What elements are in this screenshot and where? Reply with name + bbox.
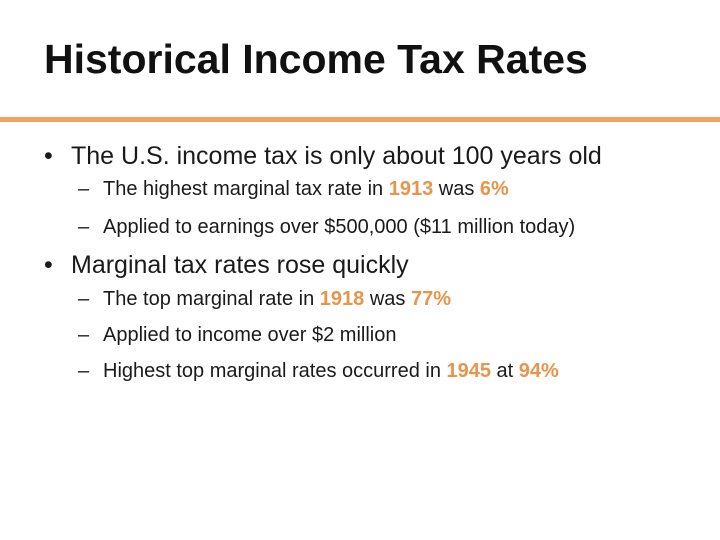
sub-bullet-item: – The highest marginal tax rate in 1913 w…: [78, 178, 509, 201]
sub-bullet-text: Applied to income over $2 million: [103, 324, 397, 346]
sub-bullet-item: – Applied to income over $2 million: [78, 324, 397, 347]
sub-bullet-text: The highest marginal tax rate in: [103, 178, 389, 200]
highlight-rate: 77%: [410, 288, 451, 310]
sub-bullet-item: – Highest top marginal rates occurred in …: [78, 360, 559, 383]
bullet-marker: •: [44, 142, 53, 170]
sub-bullet-text: The top marginal rate in: [103, 288, 320, 310]
sub-bullet-text: was: [433, 178, 480, 200]
bullet-text: The U.S. income tax is only about 100 ye…: [71, 142, 602, 170]
sub-bullet-text: was: [364, 288, 411, 310]
highlight-year: 1913: [388, 178, 434, 200]
highlight-year: 1945: [446, 360, 492, 382]
sub-bullet-marker: –: [78, 178, 90, 200]
title-divider: [0, 117, 720, 122]
sub-bullet-marker: –: [78, 216, 90, 238]
sub-bullet-text: at: [491, 360, 519, 382]
sub-bullet-marker: –: [78, 360, 90, 382]
sub-bullet-marker: –: [78, 288, 90, 310]
highlight-rate: 94%: [518, 360, 559, 382]
bullet-marker: •: [44, 251, 53, 279]
sub-bullet-item: – The top marginal rate in 1918 was 77%: [78, 288, 451, 311]
sub-bullet-text: Applied to earnings over $500,000 ($11 m…: [103, 216, 576, 238]
sub-bullet-marker: –: [78, 324, 90, 346]
slide-title: Historical Income Tax Rates: [44, 36, 588, 82]
sub-bullet-text: Highest top marginal rates occurred in: [103, 360, 447, 382]
highlight-rate: 6%: [479, 178, 509, 200]
highlight-year: 1918: [319, 288, 365, 310]
sub-bullet-item: – Applied to earnings over $500,000 ($11 …: [78, 216, 575, 239]
bullet-item: • Marginal tax rates rose quickly: [44, 251, 409, 280]
bullet-text: Marginal tax rates rose quickly: [71, 251, 409, 279]
bullet-item: • The U.S. income tax is only about 100 y…: [44, 142, 602, 171]
